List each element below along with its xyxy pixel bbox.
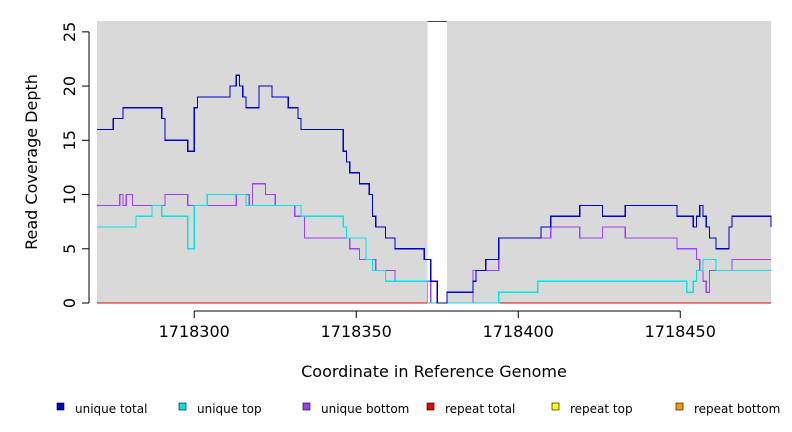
x-tick-label: 1718400 [483, 322, 554, 341]
legend-swatch [56, 402, 65, 411]
y-tick-label: 15 [60, 130, 79, 150]
legend-swatch [551, 402, 560, 411]
legend-swatch [426, 402, 435, 411]
legend-swatch [178, 402, 187, 411]
x-tick-label: 1718300 [159, 322, 230, 341]
y-tick-label: 0 [60, 298, 79, 308]
legend: unique total unique top unique bottom repea… [56, 402, 780, 416]
legend-label: unique top [197, 402, 262, 416]
series-line-unique-total [97, 74, 772, 304]
y-tick-label: 20 [60, 76, 79, 96]
legend-swatch [302, 402, 311, 411]
x-axis-title: Coordinate in Reference Genome [301, 362, 567, 381]
x-tick-label: 1718450 [645, 322, 716, 341]
x-tick-label: 1718350 [321, 322, 392, 341]
y-tick-label: 10 [60, 184, 79, 204]
y-tick-label: 25 [60, 22, 79, 42]
series-line-unique-top [97, 193, 771, 304]
legend-label: repeat bottom [694, 402, 780, 416]
gap-region [427, 21, 447, 303]
legend-label: repeat total [445, 402, 515, 416]
y-axis-title: Read Coverage Depth [22, 74, 41, 250]
legend-label: unique bottom [321, 402, 409, 416]
legend-swatch [675, 402, 684, 411]
legend-label: repeat top [570, 402, 633, 416]
y-tick-label: 5 [60, 244, 79, 254]
legend-label: unique total [75, 402, 147, 416]
